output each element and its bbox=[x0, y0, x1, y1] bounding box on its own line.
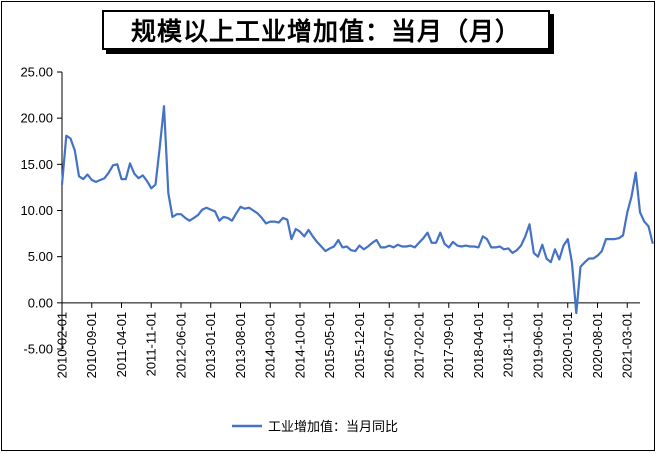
y-tick-label: 5.00 bbox=[28, 249, 53, 264]
series-line bbox=[60, 105, 654, 315]
y-tick-label: -5.00 bbox=[23, 342, 53, 357]
x-axis: 2010-02-01 2010-09-01 2011-04-01 2011-11-01… bbox=[55, 302, 640, 379]
legend: 工业增加值：当月同比 bbox=[232, 419, 398, 435]
x-tick-label: 2010-09-01 bbox=[84, 312, 99, 379]
x-tick-label: 2011-04-01 bbox=[114, 312, 129, 378]
y-tick-label: 20.00 bbox=[20, 111, 53, 126]
y-tick-label: 25.00 bbox=[20, 65, 53, 80]
x-tick-label: 2018-11-01 bbox=[501, 312, 516, 378]
x-tick-label: 2013-08-01 bbox=[233, 312, 248, 379]
x-tick-label: 2012-06-01 bbox=[174, 312, 189, 379]
x-tick-label: 2011-11-01 bbox=[144, 312, 159, 377]
x-tick-label: 2013-01-01 bbox=[203, 312, 218, 379]
y-tick-label: 0.00 bbox=[28, 295, 53, 310]
x-tick-label: 2014-10-01 bbox=[293, 312, 308, 379]
x-tick-label: 2010-02-01 bbox=[55, 312, 70, 379]
legend-label: 工业增加值：当月同比 bbox=[268, 419, 398, 435]
y-tick-label: 10.00 bbox=[20, 203, 53, 218]
x-tick-label: 2021-03-01 bbox=[620, 312, 635, 379]
x-tick-label: 2019-06-01 bbox=[531, 312, 546, 379]
chart-title-box: 规模以上工业增加值：当月（月） bbox=[102, 10, 550, 50]
x-tick-label: 2016-07-01 bbox=[382, 312, 397, 379]
x-tick-label: 2020-01-01 bbox=[560, 312, 575, 379]
plot-area bbox=[60, 105, 654, 315]
x-tick-label: 2017-09-01 bbox=[441, 312, 456, 379]
x-tick-label: 2015-05-01 bbox=[322, 312, 337, 379]
y-tick-label: 15.00 bbox=[20, 157, 53, 172]
x-tick-label: 2020-08-01 bbox=[590, 312, 605, 379]
x-tick-label: 2017-02-01 bbox=[412, 312, 427, 379]
x-tick-label: 2018-04-01 bbox=[471, 312, 486, 379]
x-tick-label: 2015-12-01 bbox=[352, 312, 367, 379]
x-tick-label: 2014-03-01 bbox=[263, 312, 278, 379]
chart-title: 规模以上工业增加值：当月（月） bbox=[130, 17, 521, 46]
